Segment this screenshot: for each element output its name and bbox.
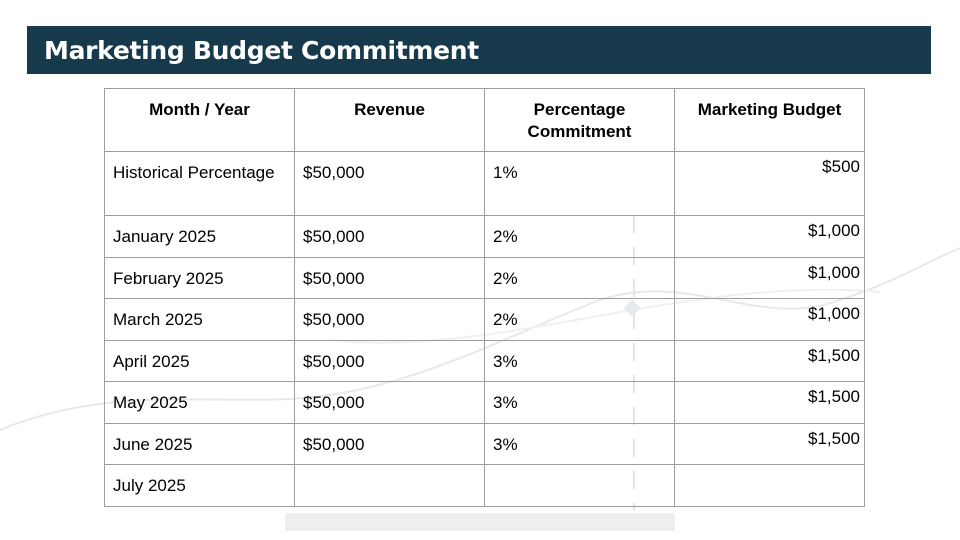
- table-row: June 2025 $50,000 3% $1,500: [104, 422, 865, 465]
- table-row: Historical Percentage $50,000 1% $500: [104, 151, 865, 216]
- table-row: January 2025 $50,000 2% $1,000: [104, 215, 865, 258]
- table-row: July 2025: [104, 464, 865, 507]
- cell-month: February 2025: [104, 256, 295, 299]
- cell-revenue: $50,000: [294, 422, 485, 465]
- table-row: May 2025 $50,000 3% $1,500: [104, 381, 865, 424]
- cell-budget: $1,500: [674, 422, 865, 465]
- table-row: February 2025 $50,000 2% $1,000: [104, 256, 865, 299]
- cell-revenue: [294, 464, 485, 507]
- page-title: Marketing Budget Commitment: [44, 35, 479, 65]
- cell-month: January 2025: [104, 215, 295, 258]
- cell-month: July 2025: [104, 464, 295, 507]
- cell-revenue: $50,000: [294, 151, 485, 216]
- cell-month: April 2025: [104, 339, 295, 382]
- header-marketing-budget: Marketing Budget: [674, 88, 865, 152]
- cell-budget: $1,000: [674, 298, 865, 341]
- cell-percentage: 2%: [484, 215, 675, 258]
- cell-budget: $1,000: [674, 256, 865, 299]
- cell-percentage: 3%: [484, 381, 675, 424]
- cell-percentage: 1%: [484, 151, 675, 216]
- cell-percentage: [484, 464, 675, 507]
- header-month-year: Month / Year: [104, 88, 295, 152]
- header-revenue: Revenue: [294, 88, 485, 152]
- header-percentage-commitment: Percentage Commitment: [484, 88, 675, 152]
- table-row: March 2025 $50,000 2% $1,000: [104, 298, 865, 341]
- table-row: April 2025 $50,000 3% $1,500: [104, 339, 865, 382]
- cell-revenue: $50,000: [294, 215, 485, 258]
- cell-revenue: $50,000: [294, 381, 485, 424]
- cell-month: June 2025: [104, 422, 295, 465]
- budget-table: Month / Year Revenue Percentage Commitme…: [104, 88, 865, 507]
- cell-budget: $500: [674, 151, 865, 216]
- cell-budget: $1,500: [674, 339, 865, 382]
- cell-month: May 2025: [104, 381, 295, 424]
- cell-budget: [674, 464, 865, 507]
- cell-percentage: 2%: [484, 298, 675, 341]
- table-header-row: Month / Year Revenue Percentage Commitme…: [104, 88, 865, 152]
- cell-percentage: 3%: [484, 422, 675, 465]
- cell-percentage: 2%: [484, 256, 675, 299]
- cell-month: March 2025: [104, 298, 295, 341]
- cell-revenue: $50,000: [294, 298, 485, 341]
- cell-percentage: 3%: [484, 339, 675, 382]
- cell-budget: $1,000: [674, 215, 865, 258]
- cell-month: Historical Percentage: [104, 151, 295, 216]
- cell-budget: $1,500: [674, 381, 865, 424]
- bottom-strip: [285, 513, 675, 531]
- title-bar: Marketing Budget Commitment: [27, 26, 931, 74]
- cell-revenue: $50,000: [294, 339, 485, 382]
- cell-revenue: $50,000: [294, 256, 485, 299]
